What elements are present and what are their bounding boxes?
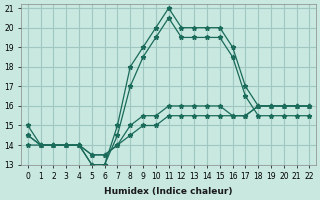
X-axis label: Humidex (Indice chaleur): Humidex (Indice chaleur) — [104, 187, 233, 196]
